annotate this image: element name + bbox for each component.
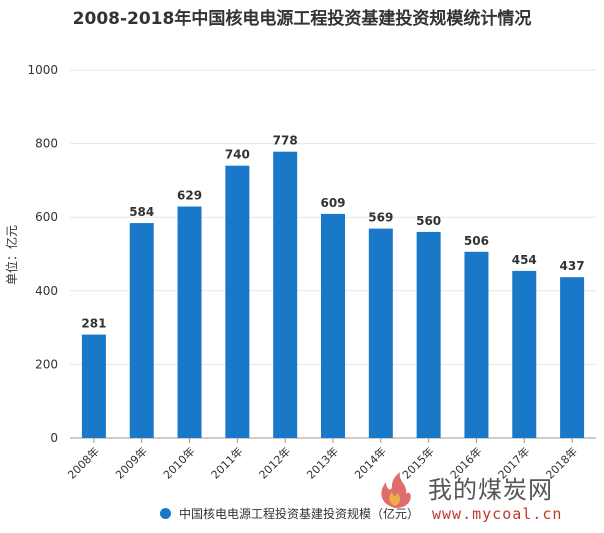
bar: [368, 228, 393, 438]
bar-value-label: 560: [416, 214, 441, 228]
y-tick-label: 0: [50, 431, 58, 445]
y-tick-label: 600: [35, 210, 58, 224]
x-tick-label: 2011年: [208, 444, 245, 481]
bar-value-label: 454: [512, 253, 537, 267]
y-axis-ticks: 0 200 400 600 800 1000: [27, 63, 58, 445]
chart-title: 2008-2018年中国核电电源工程投资基建投资规模统计情况: [72, 9, 532, 29]
x-tick-label: 2013年: [304, 444, 341, 481]
bar: [129, 223, 154, 438]
x-tick-label: 2009年: [112, 444, 149, 481]
y-tick-label: 200: [35, 357, 58, 371]
legend: 中国核电电源工程投资基建投资规模（亿元）: [160, 505, 419, 522]
bars: 281 584 629 740 778 609 569 560 506 454 437: [81, 134, 585, 439]
bar: [273, 151, 298, 439]
y-tick-label: 400: [35, 284, 58, 298]
bar-value-label: 584: [129, 205, 154, 219]
legend-marker: [160, 508, 171, 519]
coal-flame-logo-icon: [381, 472, 411, 508]
bar: [416, 231, 441, 438]
y-tick-label: 1000: [27, 63, 58, 77]
bar: [464, 251, 489, 438]
watermark-brand: 我的煤炭网: [428, 476, 553, 504]
bar-value-label: 437: [560, 259, 585, 273]
bar: [560, 277, 585, 438]
bar-value-label: 778: [273, 134, 298, 148]
bar-value-label: 609: [320, 196, 345, 210]
bar: [177, 206, 202, 438]
x-tick-label: 2012年: [256, 444, 293, 481]
y-tick-label: 800: [35, 137, 58, 151]
legend-label: 中国核电电源工程投资基建投资规模（亿元）: [179, 507, 420, 521]
y-axis-label: 单位：亿元: [4, 225, 19, 285]
x-tick-label: 2010年: [160, 444, 197, 481]
bar: [321, 213, 345, 438]
bar-value-label: 740: [225, 148, 250, 162]
bar: [512, 270, 537, 438]
bar-value-label: 629: [177, 189, 202, 203]
watermark-url: www.mycoal.cn: [432, 505, 563, 523]
bar: [225, 165, 250, 438]
bar-value-label: 506: [464, 234, 489, 248]
bar-value-label: 569: [368, 211, 393, 225]
bar: [81, 334, 106, 438]
bar-value-label: 281: [81, 317, 106, 331]
x-tick-label: 2008年: [65, 444, 102, 481]
